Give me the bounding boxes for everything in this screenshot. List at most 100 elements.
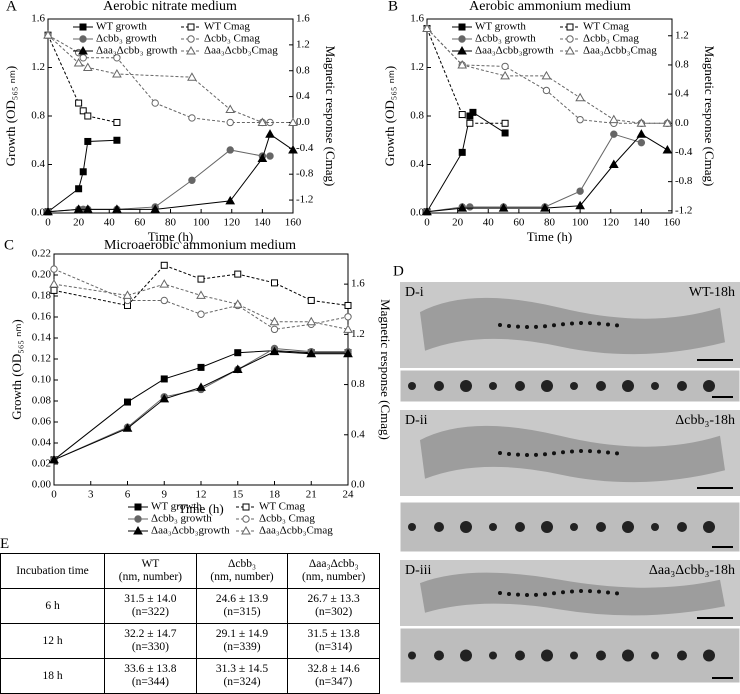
x-tick-label: 3 xyxy=(88,489,94,501)
x-tick-label: 12 xyxy=(196,489,207,501)
chart-title: Microaerobic ammonium medium xyxy=(104,238,296,253)
cell-text: (n=322) xyxy=(131,606,169,618)
series-line xyxy=(53,268,349,330)
magnetosome-detail xyxy=(460,380,472,392)
marker xyxy=(134,503,142,511)
x-tick-label: 60 xyxy=(513,217,525,229)
chart-title: Aerobic nitrate medium xyxy=(103,0,237,14)
marker xyxy=(542,86,551,95)
y2-tick-label: 0.0 xyxy=(351,479,365,491)
x-tick-label: 0 xyxy=(45,217,51,229)
magnetosome xyxy=(543,452,547,457)
table-cell: 32.2 ± 14.7 (n=330) xyxy=(104,623,197,659)
magnetosome xyxy=(525,452,529,457)
y-tick-label: 0.4 xyxy=(31,158,45,170)
magnetosome xyxy=(588,321,592,326)
magnetosome xyxy=(588,449,592,454)
x-tick-label: 120 xyxy=(224,217,241,229)
magnetosome xyxy=(552,451,556,456)
legend-label: Δcbb₃ growth xyxy=(475,33,536,45)
magnetosome-detail xyxy=(515,650,525,661)
magnetosome-detail xyxy=(677,522,687,532)
y-tick-label: 0.10 xyxy=(32,374,52,386)
y-tick-label: 0.02 xyxy=(32,458,51,470)
marker xyxy=(134,515,142,523)
legend-label: Δcbb₃ growth xyxy=(151,513,212,525)
marker xyxy=(159,279,170,288)
magnetosome xyxy=(615,323,619,328)
marker xyxy=(242,503,250,511)
marker xyxy=(113,136,121,144)
series-line xyxy=(426,133,642,213)
legend-label: Δcbb₃ Cmag xyxy=(259,513,315,525)
y-tick-label: 0.4 xyxy=(410,158,424,170)
x-tick-label: 100 xyxy=(193,217,210,229)
series-line xyxy=(426,133,668,213)
marker xyxy=(566,23,574,31)
y2-tick-label: 0.4 xyxy=(351,428,365,440)
marker xyxy=(458,148,466,156)
x-tick-label: 140 xyxy=(254,217,271,229)
marker xyxy=(196,382,206,391)
series-line xyxy=(53,264,349,307)
magnetosome xyxy=(534,452,538,457)
marker xyxy=(636,118,647,127)
marker xyxy=(271,279,278,287)
y-tick-label: 0.22 xyxy=(32,248,51,260)
marker xyxy=(306,316,317,326)
y2-tick-label: -1.2 xyxy=(675,204,692,216)
marker xyxy=(636,129,647,138)
table-cell: 33.6 ± 13.8 (n=344) xyxy=(104,658,197,694)
marker xyxy=(196,290,206,299)
marker xyxy=(79,107,87,115)
marker xyxy=(232,364,243,373)
marker xyxy=(232,299,243,308)
magnetosome-detail xyxy=(489,523,497,531)
x-tick-label: 15 xyxy=(232,489,244,501)
x-tick-label: 20 xyxy=(452,217,464,229)
y-tick-label: 1.6 xyxy=(31,13,45,25)
table-row: 12 h 32.2 ± 14.7 (n=330) 29.1 ± 14.9 (n=339)… xyxy=(0,623,380,659)
marker xyxy=(225,195,236,205)
table-cell: 18 h xyxy=(0,658,106,694)
marker xyxy=(75,99,83,107)
y2-axis-label: Magnetic response (Cmag) xyxy=(323,46,338,187)
magnetosome xyxy=(606,450,610,455)
marker xyxy=(266,152,274,160)
magnetosome-detail xyxy=(677,381,687,391)
magnetosome xyxy=(561,322,565,327)
cell-text: (n=330) xyxy=(131,641,169,653)
magnetosome xyxy=(579,589,583,594)
marker xyxy=(500,70,510,80)
magnetosome xyxy=(507,591,511,596)
magnetosome xyxy=(561,450,565,455)
table-panel: E Incubation time WT (nm, number) Δcbb₃ (nm,… xyxy=(0,536,380,694)
magnetosome-detail xyxy=(434,381,444,391)
series-line xyxy=(47,34,118,123)
cell-text: 32.8 ± 14.6 xyxy=(307,663,360,675)
cell-text: Δcbb₃ xyxy=(228,558,257,570)
y-tick-label: 0.12 xyxy=(32,353,51,365)
panel-caption: Δaa₃Δcbb₃-18h xyxy=(649,563,735,578)
x-tick-label: 21 xyxy=(306,489,317,501)
cell-text: 29.1 ± 14.9 xyxy=(215,628,269,640)
marker xyxy=(234,270,242,278)
y2-tick-label: 0.8 xyxy=(296,64,310,76)
x-tick-label: 60 xyxy=(134,217,146,229)
magnetosome xyxy=(597,589,601,594)
table-cell: Incubation time xyxy=(0,553,106,589)
marker xyxy=(112,204,122,213)
panel-label: D-ii xyxy=(405,413,428,428)
marker xyxy=(608,114,619,124)
panel-caption: Δcbb₃-18h xyxy=(675,413,735,428)
marker xyxy=(662,118,673,127)
marker xyxy=(343,324,353,333)
panel-label: D-i xyxy=(405,285,424,300)
magnetosome-detail xyxy=(622,521,634,533)
marker xyxy=(540,203,550,212)
marker xyxy=(50,265,58,273)
magnetosome xyxy=(498,451,502,455)
marker xyxy=(49,454,59,464)
y2-tick-label: -0.4 xyxy=(675,146,693,158)
